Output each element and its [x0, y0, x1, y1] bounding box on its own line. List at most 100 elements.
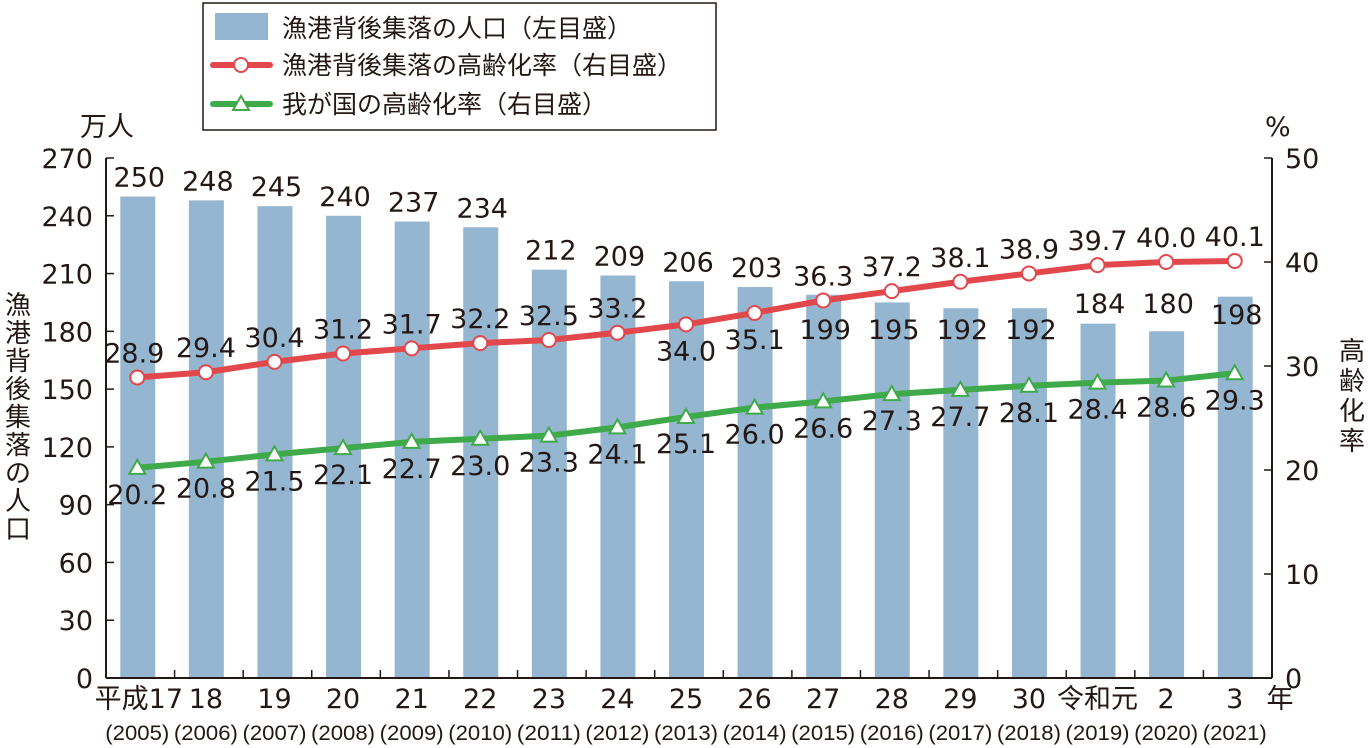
aging-rate-fishing-label: 40.0 — [1136, 223, 1196, 254]
aging-rate-fishing-marker — [197, 364, 214, 381]
left-axis-label: 落 — [5, 431, 31, 461]
aging-rate-fishing-marker — [1158, 254, 1175, 270]
aging-rate-fishing-marker — [1089, 257, 1106, 274]
aging-rate-national-label: 27.7 — [930, 402, 990, 433]
x-year-label: (2019) — [1066, 722, 1130, 745]
bar — [1011, 308, 1047, 678]
left-tick-label: 90 — [59, 491, 93, 522]
right-tick-label: 50 — [1285, 144, 1319, 175]
right-tick-label: 40 — [1285, 248, 1319, 279]
aging-rate-national-marker — [1224, 363, 1245, 381]
aging-rate-national-label: 28.1 — [999, 398, 1059, 429]
x-tick-label: 3 — [1226, 684, 1243, 715]
left-tick-label: 240 — [41, 202, 93, 233]
aging-rate-national-marker — [127, 457, 148, 475]
x-year-label: (2014) — [723, 722, 787, 745]
bar-value-label: 234 — [456, 193, 508, 224]
x-year-label: (2016) — [860, 722, 924, 745]
x-tick-label: 平成17 — [95, 684, 183, 715]
x-year-label: (2010) — [448, 722, 512, 745]
aging-rate-national-label: 25.1 — [656, 429, 716, 460]
aging-rate-national-label: 23.3 — [519, 448, 579, 479]
aging-rate-national-label: 24.1 — [587, 439, 647, 470]
aging-rate-fishing-marker — [540, 332, 557, 348]
right-axis-unit: % — [1265, 112, 1291, 143]
left-tick-label: 120 — [41, 433, 93, 464]
x-axis-unit: 年 — [1267, 684, 1294, 715]
aging-rate-national-label: 26.6 — [793, 413, 853, 444]
aging-rate-national-label: 20.2 — [107, 480, 167, 511]
left-axis-unit: 万人 — [80, 112, 134, 143]
x-year-label: (2015) — [791, 722, 855, 745]
x-year-label: (2017) — [928, 722, 992, 745]
bar-value-label: 199 — [799, 315, 851, 346]
right-tick-label: 20 — [1285, 456, 1319, 487]
aging-rate-fishing-label: 35.1 — [725, 325, 785, 356]
aging-rate-national-marker — [882, 384, 902, 402]
aging-rate-national-marker — [1019, 375, 1039, 393]
x-year-label: (2008) — [311, 722, 375, 745]
aging-rate-fishing-label: 32.2 — [450, 304, 510, 335]
aging-rate-national-marker — [264, 444, 285, 462]
bar — [1149, 331, 1185, 678]
x-year-label: (2018) — [997, 722, 1061, 745]
bar — [737, 287, 773, 678]
legend-green-marker — [231, 93, 251, 111]
right-axis-label: 高 — [1339, 337, 1365, 367]
bar-value-label: 192 — [937, 315, 989, 346]
aging-rate-fishing-marker — [1020, 265, 1037, 282]
left-axis-label: 口 — [5, 515, 31, 545]
x-year-label: (2013) — [654, 722, 718, 745]
bar — [943, 308, 979, 678]
x-year-label: (2007) — [242, 722, 306, 745]
x-tick-label: 21 — [394, 684, 428, 715]
bar-value-label: 180 — [1142, 289, 1194, 320]
left-tick-label: 150 — [41, 375, 93, 406]
aging-rate-fishing-marker — [815, 292, 832, 309]
aging-rate-national-marker — [333, 438, 353, 456]
aging-rate-national-marker — [1087, 372, 1108, 390]
aging-rate-fishing-label: 30.4 — [244, 323, 304, 354]
bar-value-label: 240 — [319, 182, 371, 213]
aging-rate-fishing-marker — [403, 340, 420, 357]
right-axis-label: 率 — [1339, 427, 1365, 457]
aging-rate-national-label: 27.3 — [862, 406, 922, 437]
aging-rate-national-marker — [744, 397, 765, 415]
x-tick-label: 28 — [875, 684, 909, 715]
aging-rate-national-label: 29.3 — [1205, 385, 1265, 416]
bar-value-label: 198 — [1211, 300, 1263, 331]
left-axis-label: 人 — [5, 487, 31, 517]
x-tick-label: 29 — [943, 684, 977, 715]
bar-value-label: 250 — [114, 163, 166, 194]
aging-rate-national-marker — [950, 379, 971, 397]
x-tick-label: 19 — [257, 684, 291, 715]
x-tick-label: 24 — [600, 684, 634, 715]
right-tick-label: 30 — [1285, 352, 1319, 383]
bar-value-label: 192 — [1005, 315, 1057, 346]
bar — [1217, 296, 1253, 678]
x-tick-label: 令和元 — [1057, 684, 1138, 715]
aging-rate-national-marker — [676, 406, 696, 424]
left-tick-label: 60 — [59, 548, 93, 579]
aging-rate-national-marker — [401, 431, 422, 449]
aging-rate-fishing-label: 31.7 — [382, 309, 442, 340]
bar-value-label: 203 — [731, 253, 783, 284]
bar-value-label: 245 — [251, 172, 303, 203]
aging-rate-fishing-marker — [472, 335, 489, 352]
right-axis-label: 齢 — [1339, 367, 1365, 397]
bar — [394, 221, 430, 679]
left-tick-label: 0 — [76, 664, 93, 695]
bar-value-label: 184 — [1074, 289, 1126, 320]
bar — [188, 200, 224, 679]
right-axis-label: 化 — [1339, 397, 1365, 427]
x-year-label: (2005) — [105, 722, 169, 745]
aging-rate-national-label: 21.5 — [244, 466, 304, 497]
bar — [463, 227, 499, 679]
left-axis-label: 後 — [5, 375, 31, 405]
aging-rate-national-label: 22.7 — [382, 454, 442, 485]
aging-rate-national-label: 28.6 — [1136, 393, 1196, 424]
aging-rate-fishing-marker — [1226, 252, 1243, 269]
aging-rate-national-marker — [196, 451, 216, 469]
aging-rate-national-label: 28.4 — [1067, 395, 1127, 426]
